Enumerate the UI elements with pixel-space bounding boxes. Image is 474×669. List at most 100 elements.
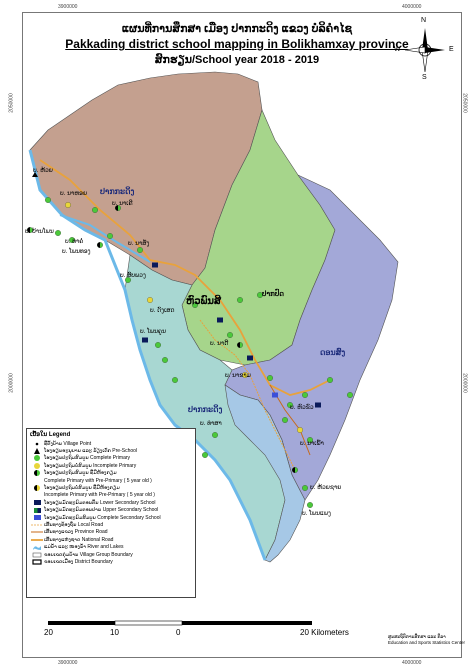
credit-english: Education and Sports Statistics Center: [388, 640, 466, 645]
map-title-lao: ແຜນທີ່ການສຶກສາ ເມືອງ ປາກກະດິງ ແຂວງ ບໍລິຄ…: [121, 23, 353, 35]
school-point: [172, 377, 178, 383]
incomplete-primary-icon: [34, 462, 40, 469]
zone-label-3: ຫົວພົນສີ: [186, 296, 221, 307]
school-point: [192, 302, 198, 308]
school-point: [202, 452, 208, 458]
legend-village-group-boundary: ຂອບເຂດກຸ່ມບ້ານ Village Group Boundary: [30, 551, 192, 558]
school-point: [65, 202, 71, 208]
school-point: [347, 392, 353, 398]
village-point-icon: [35, 442, 39, 445]
village-label: ບ. ໂພນແພງ: [302, 511, 331, 517]
school-point: [307, 437, 313, 443]
village-group-boundary-icon: [32, 552, 42, 557]
school-point: [27, 227, 33, 233]
legend-national-road: ເສັ້ນທາງແຫ່ງຊາດ National Road: [30, 536, 192, 543]
coord-top-2: 4000000: [402, 4, 422, 10]
school-point: [257, 292, 263, 298]
school-point: [137, 247, 143, 253]
legend-incomplete-primary-pre: ໂຮງຮຽນປະຖົມບໍ່ສົມບູນ ທີ່ມີຫ້ອງກຽມ: [30, 484, 192, 492]
legend-pre-school: ໂຮງຮຽນອະນຸບານ ແລະ ລ້ຽງເດັກ Pre-School: [30, 447, 192, 455]
incomplete-primary-pre-icon: [34, 485, 40, 492]
school-point: [292, 467, 298, 473]
scale-label-10: 10: [110, 628, 119, 637]
legend-complete-primary: ໂຮງຮຽນປະຖົມສົມບູນ Complete Primary: [30, 455, 192, 462]
legend-title: ເນື້ອໃນ Legend: [30, 432, 71, 438]
west-label: W: [394, 46, 401, 53]
school-point: [32, 172, 38, 177]
school-point: [217, 317, 223, 323]
south-label: S: [422, 74, 427, 81]
pre-school-icon: [34, 448, 40, 455]
school-point: [297, 427, 303, 433]
coord-bottom-2: 4000000: [402, 660, 422, 666]
school-point: [147, 297, 153, 303]
local-road: [199, 319, 296, 471]
legend-lower-secondary: ໂຮງຮຽນມັດທະຍົມຕອນຕົ້ນ Lower Secondary Sc…: [30, 499, 192, 506]
upper-secondary-icon: [33, 507, 41, 513]
village-label: ບ. ຫ້ວຍ: [33, 168, 53, 174]
school-point: [307, 502, 313, 508]
credit: ສູນສະຖິຕິການສຶກສາ ແລະ ກິລາ Education and…: [388, 634, 465, 646]
map-title-english: Pakkading district school mapping in Bol…: [65, 37, 409, 51]
north-label: N: [421, 17, 427, 24]
zone-label-5: ປາກກະດິງ: [188, 405, 223, 414]
village-label: ບ. ໂພນຄູນ: [140, 329, 166, 335]
school-point: [267, 375, 273, 381]
village-label: ບ. ນາສັງ: [128, 241, 150, 247]
village-label: ບ. ໂພນທອງ: [62, 249, 91, 255]
village-label: ບ. ນາເພົ້າ: [300, 441, 324, 447]
complete-primary-icon: [34, 455, 40, 462]
village-label: ບ. ທ່າສາ: [200, 421, 222, 427]
province-road-icon: [31, 531, 43, 533]
complete-secondary-icon: [33, 515, 41, 521]
river-mekong: [28, 149, 267, 561]
school-point: [162, 357, 168, 363]
school-point: [125, 277, 131, 283]
school-point: [152, 262, 158, 268]
local-road-icon: [31, 524, 43, 526]
north-arrow-icon: [404, 28, 445, 73]
school-point: [282, 417, 288, 423]
legend-complete-primary-pre: ໂຮງຮຽນປະຖົມສົມບູນ ທີ່ມີຫ້ອງກຽມ: [30, 470, 192, 477]
legend-province-road: ເສັ້ນທາງແຂວງ Province Road: [30, 529, 192, 536]
school-point: [315, 402, 321, 408]
legend-incomplete-primary-pre-en: Incomplete Primary with Pre-Primary ( 5 …: [44, 492, 155, 499]
village-label: ບ. ຫ້ວຍຊາຍ: [310, 485, 342, 491]
legend-upper-secondary: ໂຮງຮຽນມັດທະຍົມຕອນປາຍ Upper Secondary Sch…: [30, 507, 192, 514]
school-point: [227, 332, 233, 338]
village-label: ບ. ນາເຄີ: [112, 201, 133, 207]
map-frame: [22, 12, 462, 658]
village-label: ບ. ທ່າຄໍ່: [65, 239, 84, 245]
coord-bottom-1: 3900000: [58, 660, 78, 666]
school-points: [27, 172, 353, 508]
scale-label-20: 20: [44, 628, 53, 637]
east-label: E: [449, 46, 454, 53]
village-label: ບ. ນາດີ: [210, 341, 229, 347]
school-point: [107, 233, 113, 239]
coord-top-1: 3900000: [58, 4, 78, 10]
north-arrow: N S W E: [394, 17, 454, 81]
legend-district-boundary: ຂອບເຂດເມືອງ District Boundary: [30, 558, 192, 565]
lower-secondary-icon: [33, 500, 41, 506]
school-point: [155, 342, 161, 348]
village-label: ບ. ສົບພວງ: [120, 273, 146, 279]
legend-complete-secondary: ໂຮງຮຽນມັດທະຍົມສົມບູນ Complete Secondary …: [30, 514, 192, 521]
school-point: [237, 297, 243, 303]
school-point: [115, 205, 121, 211]
village-label: ບ. ບ້ານໂພນ: [25, 229, 54, 235]
district-boundary-icon: [32, 559, 42, 565]
school-point: [55, 230, 61, 236]
map-legend: ເນື້ອໃນ Legend ທີ່ຕັ້ງບ້ານ Village Point…: [26, 428, 196, 598]
village-label: ບ. ນາຫອຍ: [60, 191, 88, 197]
national-road: [39, 159, 331, 396]
legend-river: ແມ່ນ້ຳ ແລະ ໜອງນ້ຳ River and Lakes: [30, 543, 192, 550]
school-point: [45, 197, 51, 203]
school-point: [97, 242, 103, 248]
village-label: ບ. ດົງເສດ: [150, 308, 175, 314]
school-point: [302, 485, 308, 491]
scale-label-end: 20 Kilometers: [300, 628, 349, 637]
zone-label-4: ດອນສົງ: [320, 348, 346, 357]
school-point: [272, 392, 278, 398]
